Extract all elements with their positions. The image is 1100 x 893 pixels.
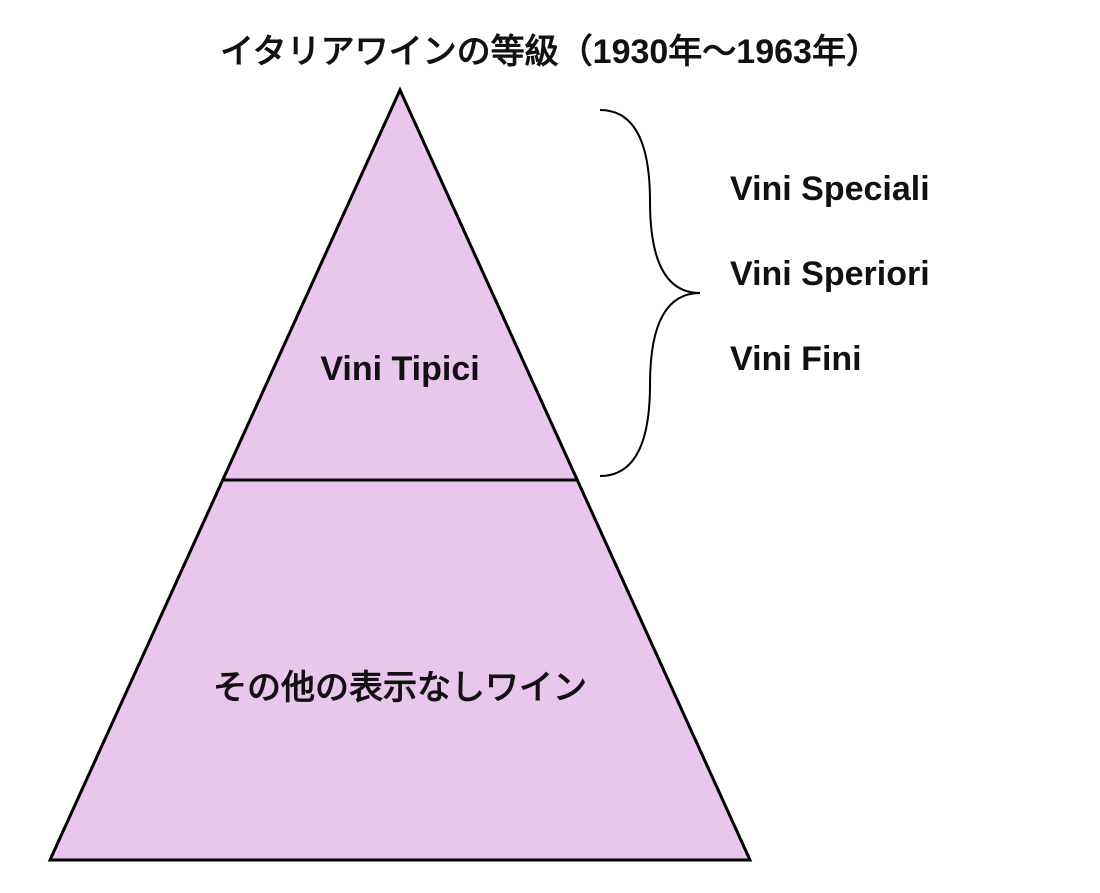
- diagram-stage: イタリアワインの等級（1930年〜1963年） Vini Tipici その他の…: [0, 0, 1100, 893]
- brace-list-item: Vini Speciali: [730, 170, 930, 209]
- pyramid-triangle: [50, 90, 750, 860]
- pyramid-tier-top-label: Vini Tipici: [320, 350, 479, 389]
- pyramid-tier-bottom-label: その他の表示なしワイン: [213, 660, 587, 709]
- brace-list: Vini Speciali Vini Speriori Vini Fini: [730, 170, 930, 379]
- pyramid-shape: [50, 90, 750, 860]
- brace-list-item: Vini Speriori: [730, 255, 930, 294]
- brace-icon: [600, 110, 700, 476]
- brace-list-item: Vini Fini: [730, 340, 930, 379]
- pyramid-svg: [0, 0, 1100, 893]
